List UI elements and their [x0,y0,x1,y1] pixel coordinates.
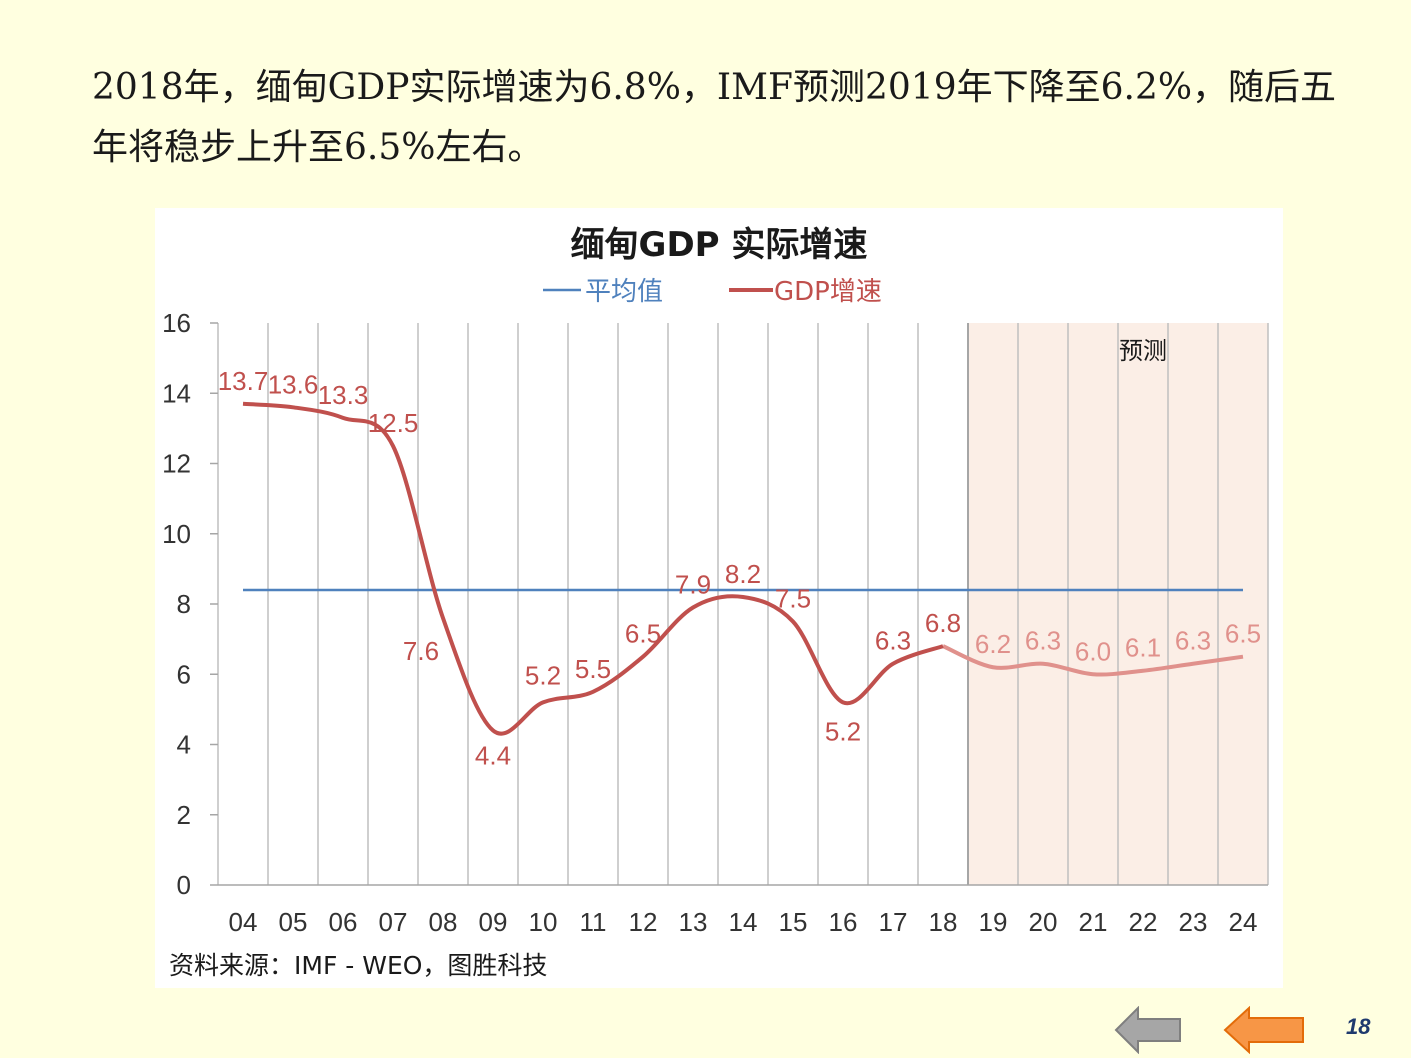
data-label: 5.2 [525,660,561,690]
data-label: 6.0 [1075,636,1111,666]
data-label: 6.3 [1025,626,1061,656]
x-tick-label: 14 [729,907,758,937]
x-tick-label: 07 [379,907,408,937]
x-tick-label: 16 [829,907,858,937]
y-tick-label: 14 [162,378,191,408]
y-tick-label: 0 [177,870,191,900]
data-label: 4.4 [475,740,511,770]
x-tick-label: 13 [679,907,708,937]
gdp-actual-line [242,401,944,736]
y-tick-label: 8 [177,589,191,619]
data-label: 5.5 [575,654,611,684]
chart-title: 缅甸GDP 实际增速 [571,225,868,265]
data-label: 6.2 [975,629,1011,659]
data-label: 6.3 [875,626,911,656]
x-tick-label: 05 [279,907,308,937]
x-tick-label: 10 [529,907,558,937]
x-tick-label: 17 [879,907,908,937]
x-tick-label: 06 [329,907,358,937]
data-label: 6.3 [1175,626,1211,656]
x-tick-label: 12 [629,907,658,937]
data-label: 7.5 [775,584,811,614]
data-label: 5.2 [825,716,861,746]
data-label: 6.5 [625,619,661,649]
y-tick-label: 12 [162,449,191,479]
y-tick-label: 4 [177,730,191,760]
back-arrow-icon[interactable] [1114,1006,1182,1054]
forecast-label: 预测 [1119,337,1167,365]
slide-heading: 2018年，缅甸GDP实际增速为6.8%，IMF预测2019年下降至6.2%，随… [92,67,1337,168]
data-label: 13.7 [218,366,269,396]
x-tick-label: 20 [1029,907,1058,937]
y-tick-label: 10 [162,519,191,549]
gdp-growth-chart: 0 2 4 6 8 10 12 14 16 04 05 06 07 08 09 10 11 12 13 14 15 16 1… [155,208,1283,988]
data-label: 7.6 [403,636,439,666]
data-label: 7.9 [675,570,711,600]
x-tick-label: 24 [1229,907,1258,937]
x-tick-label: 22 [1129,907,1158,937]
y-tick-label: 6 [177,659,191,689]
data-label: 6.5 [1225,619,1261,649]
x-tick-label: 23 [1179,907,1208,937]
data-label: 12.5 [368,408,419,438]
x-tick-label: 08 [429,907,458,937]
data-label: 8.2 [725,559,761,589]
previous-arrow-icon[interactable] [1223,1006,1305,1054]
legend-gdp-label: GDP增速 [774,277,882,307]
gdp-forecast-line [942,644,1244,677]
x-tick-label: 21 [1079,907,1108,937]
x-tick-label: 15 [779,907,808,937]
data-label: 13.3 [318,380,369,410]
chart-source-note: 资料来源：IMF - WEO，图胜科技 [169,951,547,980]
y-tick-label: 16 [162,308,191,338]
x-tick-label: 11 [580,907,607,937]
legend-average-label: 平均值 [585,277,663,307]
x-tick-label: 19 [979,907,1008,937]
data-label: 6.1 [1125,633,1161,663]
data-label: 6.8 [925,608,961,638]
data-label: 13.6 [268,369,319,399]
page-number: 18 [1346,1014,1371,1039]
x-tick-label: 18 [929,907,958,937]
y-tick-label: 2 [177,800,191,830]
x-tick-label: 04 [229,907,258,937]
x-tick-label: 09 [479,907,508,937]
